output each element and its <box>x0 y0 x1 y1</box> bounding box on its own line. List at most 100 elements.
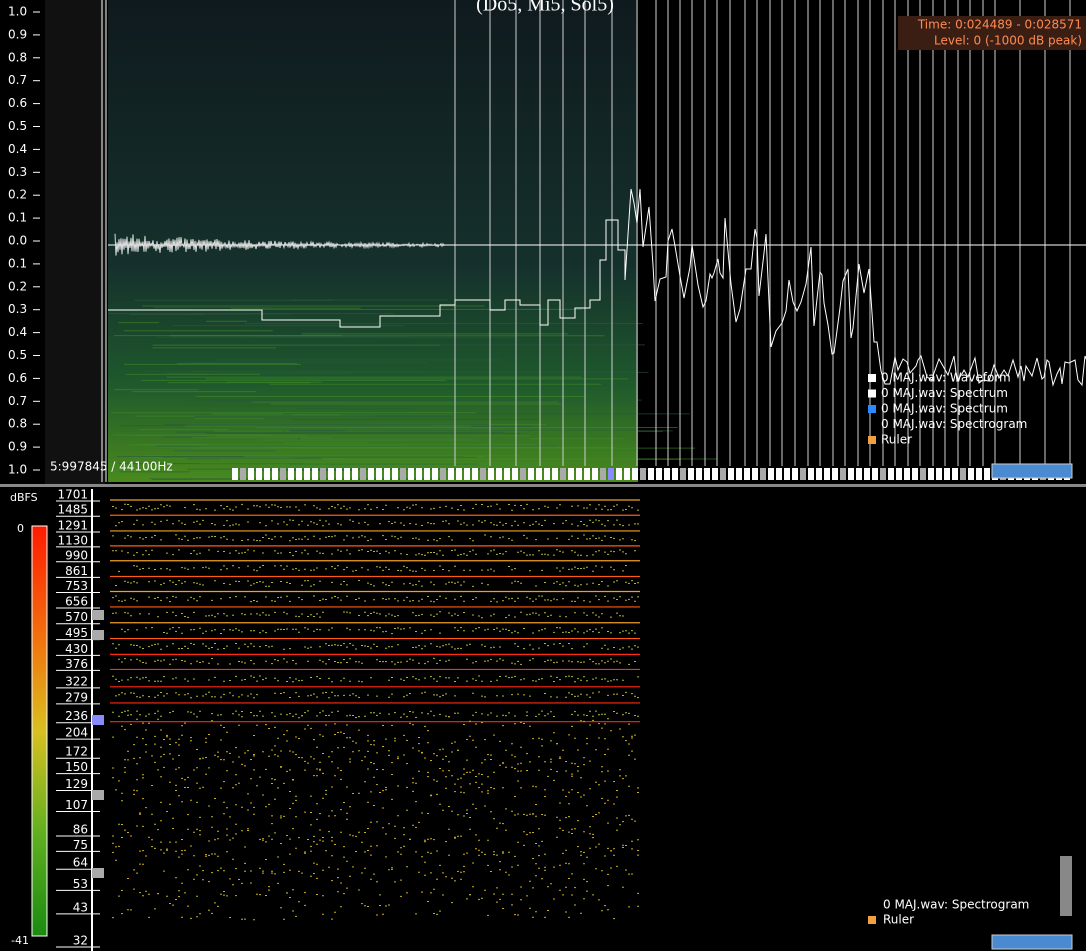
strip-cell <box>392 468 398 480</box>
spectral-peaks <box>112 711 639 717</box>
strip-cell <box>680 468 686 480</box>
strip-cell <box>576 468 582 480</box>
app-window: 1.00.90.80.70.60.50.40.30.20.10.00.10.20… <box>0 0 1086 951</box>
strip-cell <box>688 468 694 480</box>
freq-label: 495 <box>65 626 88 640</box>
strip-cell <box>840 468 846 480</box>
freq-label: 32 <box>73 934 88 948</box>
strip-cell <box>792 468 798 480</box>
spectral-peaks <box>112 890 639 920</box>
strip-cell <box>880 468 886 480</box>
strip-cell <box>352 468 358 480</box>
strip-cell <box>384 468 390 480</box>
scale-label: 0.5 <box>8 348 27 362</box>
spectral-peaks <box>115 520 639 526</box>
strip-cell <box>296 468 302 480</box>
scale-label: 0.2 <box>8 279 27 293</box>
freq-label: 656 <box>65 594 88 608</box>
legend-swatch <box>868 436 876 444</box>
strip-cell <box>640 468 646 480</box>
strip-cell <box>512 468 518 480</box>
freq-label: 430 <box>65 642 88 656</box>
strip-cell <box>600 468 606 480</box>
scale-label: 0.7 <box>8 73 27 87</box>
strip-cell <box>328 468 334 480</box>
strip-cell <box>720 468 726 480</box>
strip-cell <box>272 468 278 480</box>
strip-cell <box>344 468 350 480</box>
level-marker <box>92 630 104 640</box>
strip-cell <box>552 468 558 480</box>
spectral-peaks <box>112 750 636 780</box>
strip-cell <box>856 468 862 480</box>
strip-cell <box>544 468 550 480</box>
freq-label: 150 <box>65 760 88 774</box>
scale-label: 0.4 <box>8 325 27 339</box>
legend-swatch <box>868 374 876 382</box>
strip-cell <box>288 468 294 480</box>
legend-entry: 0 MAJ.wav: Spectrogram <box>883 898 1029 912</box>
strip-cell <box>928 468 934 480</box>
strip-cell <box>912 468 918 480</box>
info-level: Level: 0 (-1000 dB peak) <box>934 34 1082 48</box>
freq-label: 753 <box>65 579 88 593</box>
strip-cell <box>528 468 534 480</box>
scale-label: 0.3 <box>8 302 27 316</box>
strip-cell <box>752 468 758 480</box>
strip-cell <box>776 468 782 480</box>
level-min: -41 <box>11 934 29 947</box>
legend-entry: 0 MAJ.wav: Spectrum <box>881 402 1008 416</box>
strip-cell <box>824 468 830 480</box>
legend-swatch <box>868 916 876 924</box>
spectral-peaks <box>112 612 624 618</box>
strip-cell <box>832 468 838 480</box>
top-pane-margin <box>45 0 105 484</box>
pane-divider <box>0 484 1086 487</box>
strip-cell <box>504 468 510 480</box>
info-time: Time: 0:024489 - 0:028571 <box>917 18 1082 32</box>
title: (Do5, Mi5, Sol5) <box>476 0 614 16</box>
freq-label: 75 <box>73 838 88 852</box>
scale-label: 0.9 <box>8 27 27 41</box>
spectral-peaks <box>118 566 627 572</box>
strip-cell <box>376 468 382 480</box>
spectral-peaks <box>121 715 633 745</box>
scale-label: 1.0 <box>8 5 27 19</box>
strip-cell <box>584 468 590 480</box>
strip-cell <box>760 468 766 480</box>
scale-label: 0.3 <box>8 165 27 179</box>
strip-cell <box>656 468 662 480</box>
freq-label: 1291 <box>57 518 88 532</box>
spectral-peaks <box>112 535 636 541</box>
legend-entry: Ruler <box>883 913 914 927</box>
spectral-peaks <box>112 676 639 682</box>
freq-label: 236 <box>65 709 88 723</box>
strip-cell <box>248 468 254 480</box>
strip-cell <box>536 468 542 480</box>
strip-cell <box>800 468 806 480</box>
strip-cell <box>280 468 286 480</box>
strip-cell <box>632 468 638 480</box>
level-max: 0 <box>17 522 24 535</box>
freq-label: 570 <box>65 610 88 624</box>
unit-label: dBFS <box>10 491 38 504</box>
strip-cell <box>256 468 262 480</box>
freq-label: 64 <box>73 856 88 870</box>
spectral-peaks <box>121 788 639 818</box>
freq-label: 86 <box>73 823 88 837</box>
scale-label: 0.9 <box>8 440 27 454</box>
freq-label: 172 <box>65 745 88 759</box>
strip-cell <box>848 468 854 480</box>
strip-cell <box>904 468 910 480</box>
spectral-peaks <box>115 581 639 587</box>
strip-cell <box>464 468 470 480</box>
zoom-widget <box>992 935 1072 949</box>
level-bar <box>32 526 47 936</box>
strip-cell <box>480 468 486 480</box>
strip-cell <box>696 468 702 480</box>
scale-label: 1.0 <box>8 463 27 477</box>
legend-entry: 0 MAJ.wav: Spectrogram <box>881 417 1027 431</box>
strip-cell <box>520 468 526 480</box>
strip-cell <box>624 468 630 480</box>
scale-label: 0.5 <box>8 119 27 133</box>
